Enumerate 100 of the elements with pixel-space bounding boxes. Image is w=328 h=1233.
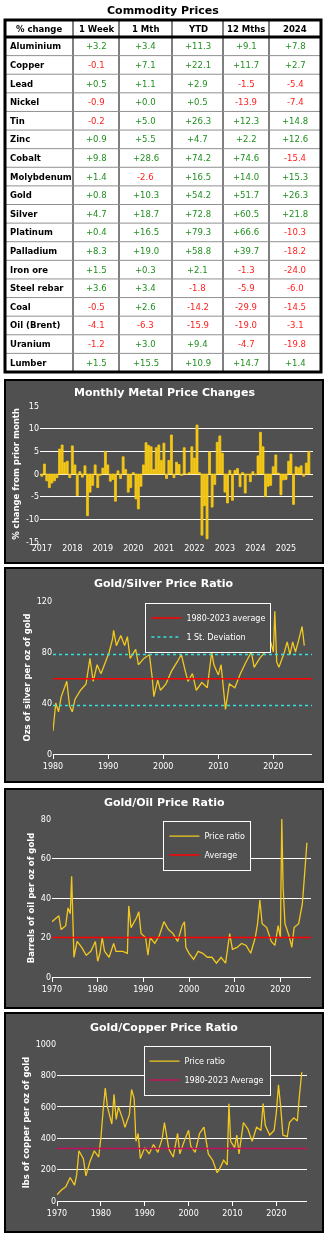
y-tick-label: Oil (Brent) [10, 320, 61, 330]
data-label: +21.8 [282, 209, 309, 219]
data-label: +28.6 [133, 153, 160, 163]
x-tick-label: 2000 [178, 1208, 199, 1218]
data-label: +7.1 [135, 60, 156, 70]
chart-title: Monthly Metal Price Changes [74, 386, 256, 399]
data-label: +58.8 [185, 246, 212, 256]
y-axis-title: lbs of copper per oz of gold [21, 1056, 32, 1189]
data-label: +4.7 [187, 134, 208, 144]
data-label: -19.0 [235, 320, 257, 330]
x-tick-label: YTD [188, 24, 209, 34]
data-label: +14.0 [233, 172, 260, 182]
data-label: +0.5 [187, 97, 208, 107]
legend-label: 1980-2023 Average [184, 1076, 264, 1086]
data-label: -6.3 [137, 320, 154, 330]
chart-title: Gold/Oil Price Ratio [104, 796, 225, 809]
y-tick-label: Palladium [10, 246, 58, 256]
y-tick-label: Steel rebar [10, 283, 65, 293]
x-tick-label: 1970 [46, 1208, 68, 1218]
data-label: +0.8 [86, 190, 107, 200]
data-label: -29.9 [235, 302, 257, 312]
y-tick-label: 0 [45, 972, 51, 982]
data-label: +18.7 [133, 209, 160, 219]
data-label: +1.1 [135, 79, 156, 89]
y-tick-label: 60 [40, 854, 51, 864]
x-tick-label: 2010 [224, 984, 245, 994]
data-label: +0.5 [86, 79, 107, 89]
y-tick-label: Lead [10, 79, 34, 89]
data-label: +16.5 [185, 172, 212, 182]
data-label: +8.3 [86, 246, 107, 256]
y-tick-label: Nickel [10, 97, 40, 107]
y-tick-label: 15 [28, 401, 39, 411]
y-tick-label: 400 [40, 1134, 56, 1143]
data-label: -14.2 [187, 302, 209, 312]
data-label: +16.5 [133, 227, 160, 237]
data-label: +54.2 [185, 190, 212, 200]
x-tick-label: 2000 [153, 761, 174, 771]
data-label: +9.8 [86, 153, 107, 163]
data-label: +1.5 [86, 265, 107, 275]
data-label: +74.6 [233, 153, 260, 163]
y-tick-label: Cobalt [10, 153, 41, 163]
data-label: +39.7 [233, 246, 260, 256]
y-tick-label: 10 [28, 424, 39, 434]
x-tick-label: 12 Mths [227, 24, 266, 34]
chart-title: Commodity Prices [107, 4, 220, 17]
data-label: +1.5 [86, 358, 107, 368]
y-tick-label: Molybdenum [10, 172, 72, 182]
x-tick-label: 2020 [266, 1208, 287, 1218]
data-label: +5.0 [135, 116, 156, 126]
y-tick-label: 1000 [35, 1039, 56, 1049]
legend-label: Price ratio [184, 1057, 226, 1067]
data-label: +51.7 [233, 190, 260, 200]
data-label: -3.1 [287, 320, 304, 330]
y-tick-label: 40 [40, 893, 51, 903]
y-tick-label: Lumber [10, 358, 48, 368]
data-label: -0.1 [88, 60, 105, 70]
legend-label: 1980-2023 average [186, 614, 266, 624]
chart-title: Gold/Silver Price Ratio [94, 577, 234, 590]
y-tick-label: 600 [40, 1102, 56, 1112]
y-axis-title: % change from prior month [11, 408, 22, 540]
x-tick-label: 2018 [62, 544, 83, 553]
data-label: -4.7 [238, 339, 255, 349]
y-tick-label: 40 [41, 698, 52, 708]
data-label: -10.3 [284, 227, 306, 237]
data-label: +11.3 [185, 41, 212, 51]
x-tick-label: 1970 [41, 984, 63, 994]
data-label: +10.9 [185, 358, 212, 368]
x-tick-label: 1980 [87, 984, 108, 994]
data-label: +14.7 [233, 358, 260, 368]
legend-label: 1 St. Deviation [186, 633, 246, 643]
x-tick-label: 2000 [178, 984, 200, 994]
data-label: -24.0 [284, 265, 306, 275]
x-tick-label: 1 Mth [132, 24, 160, 34]
data-label: -6.0 [287, 283, 304, 293]
x-tick-label: 2022 [184, 544, 205, 553]
data-label: +3.4 [135, 41, 156, 51]
data-label: +0.0 [135, 97, 156, 107]
data-label: -15.4 [284, 153, 306, 163]
data-label: +3.2 [86, 41, 107, 51]
y-tick-label: 5 [33, 447, 39, 457]
x-tick-label: 2024 [283, 24, 307, 34]
y-tick-label: 80 [40, 814, 51, 824]
y-tick-label: 20 [40, 933, 51, 943]
data-label: +79.3 [185, 227, 212, 237]
data-label: +9.4 [187, 339, 208, 349]
y-tick-label: Silver [10, 209, 39, 219]
data-label: +26.3 [282, 190, 309, 200]
x-tick-label: 2010 [208, 761, 229, 771]
data-label: +3.0 [135, 339, 156, 349]
y-tick-label: Uranium [10, 339, 51, 349]
x-tick-label: 2023 [214, 544, 236, 553]
x-tick-label: 2025 [275, 544, 297, 553]
y-tick-label: 0 [50, 1196, 56, 1206]
data-label: -1.5 [238, 79, 255, 89]
data-label: -1.8 [189, 283, 206, 293]
data-label: -18.2 [284, 246, 306, 256]
y-tick-label: Tin [10, 116, 25, 126]
y-axis-title: Ozs of silver per oz of gold [22, 613, 33, 742]
data-label: +12.6 [282, 134, 309, 144]
data-label: +10.3 [133, 190, 160, 200]
